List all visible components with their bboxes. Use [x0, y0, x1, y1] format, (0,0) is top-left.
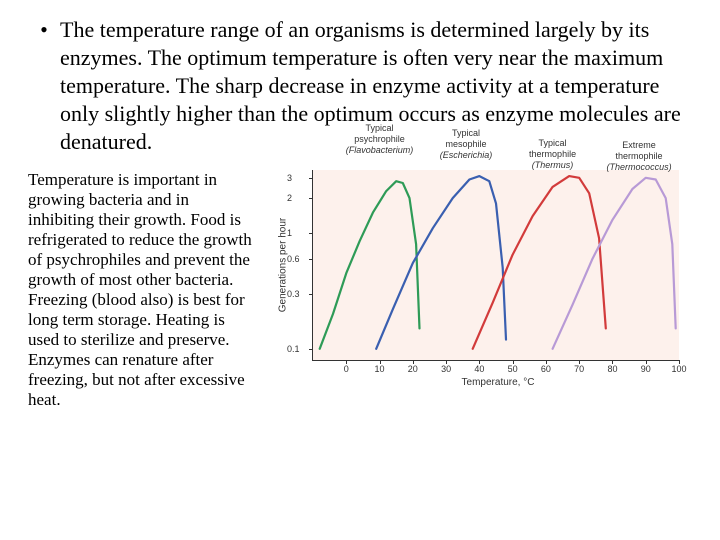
- x-tick-mark: [446, 360, 447, 364]
- y-tick-mark: [309, 233, 313, 234]
- chart-wrap: Generations per hour 0.10.30.61230102030…: [266, 170, 692, 410]
- x-tick-label: 50: [508, 364, 518, 374]
- x-tick-label: 70: [574, 364, 584, 374]
- y-tick-label: 2: [287, 193, 292, 203]
- curve-thermophile: [473, 176, 606, 349]
- curve-psychrophile: [320, 181, 420, 349]
- y-tick-label: 3: [287, 173, 292, 183]
- x-axis-label: Temperature, °C: [312, 377, 684, 388]
- side-paragraph: Temperature is important in growing bact…: [28, 170, 258, 410]
- x-tick-mark: [513, 360, 514, 364]
- x-tick-mark: [479, 360, 480, 364]
- curve-label-mesophile: Typicalmesophile(Escherichia): [440, 128, 493, 161]
- x-tick-label: 90: [641, 364, 651, 374]
- x-tick-label: 30: [441, 364, 451, 374]
- temperature-growth-chart: Generations per hour 0.10.30.61230102030…: [274, 170, 684, 388]
- y-tick-mark: [309, 349, 313, 350]
- x-tick-mark: [679, 360, 680, 364]
- y-tick-label: 0.6: [287, 254, 300, 264]
- y-tick-mark: [309, 198, 313, 199]
- x-tick-mark: [380, 360, 381, 364]
- x-tick-label: 0: [344, 364, 349, 374]
- curve-label-thermophile: Typicalthermophile(Thermus): [529, 138, 576, 171]
- lower-section: Temperature is important in growing bact…: [28, 170, 692, 410]
- x-tick-label: 100: [671, 364, 686, 374]
- bullet-marker: •: [28, 16, 60, 156]
- curve-label-psychrophile: Typicalpsychrophile(Flavobacterium): [346, 123, 414, 156]
- curve-extreme-thermophile: [553, 178, 676, 349]
- x-tick-mark: [346, 360, 347, 364]
- y-tick-label: 1: [287, 228, 292, 238]
- x-tick-mark: [413, 360, 414, 364]
- x-tick-mark: [612, 360, 613, 364]
- x-tick-label: 20: [408, 364, 418, 374]
- y-tick-mark: [309, 259, 313, 260]
- y-tick-mark: [309, 294, 313, 295]
- curves-svg: [313, 170, 679, 360]
- curve-mesophile: [376, 176, 506, 349]
- x-tick-mark: [546, 360, 547, 364]
- x-tick-label: 80: [607, 364, 617, 374]
- x-tick-mark: [579, 360, 580, 364]
- x-tick-label: 10: [375, 364, 385, 374]
- x-tick-mark: [646, 360, 647, 364]
- y-tick-label: 0.1: [287, 344, 300, 354]
- y-tick-label: 0.3: [287, 289, 300, 299]
- x-tick-label: 60: [541, 364, 551, 374]
- x-tick-label: 40: [474, 364, 484, 374]
- curve-label-extreme-thermophile: Extremethermophile(Thermococcus): [607, 140, 672, 173]
- y-tick-mark: [309, 178, 313, 179]
- plot-area: Generations per hour 0.10.30.61230102030…: [312, 170, 679, 361]
